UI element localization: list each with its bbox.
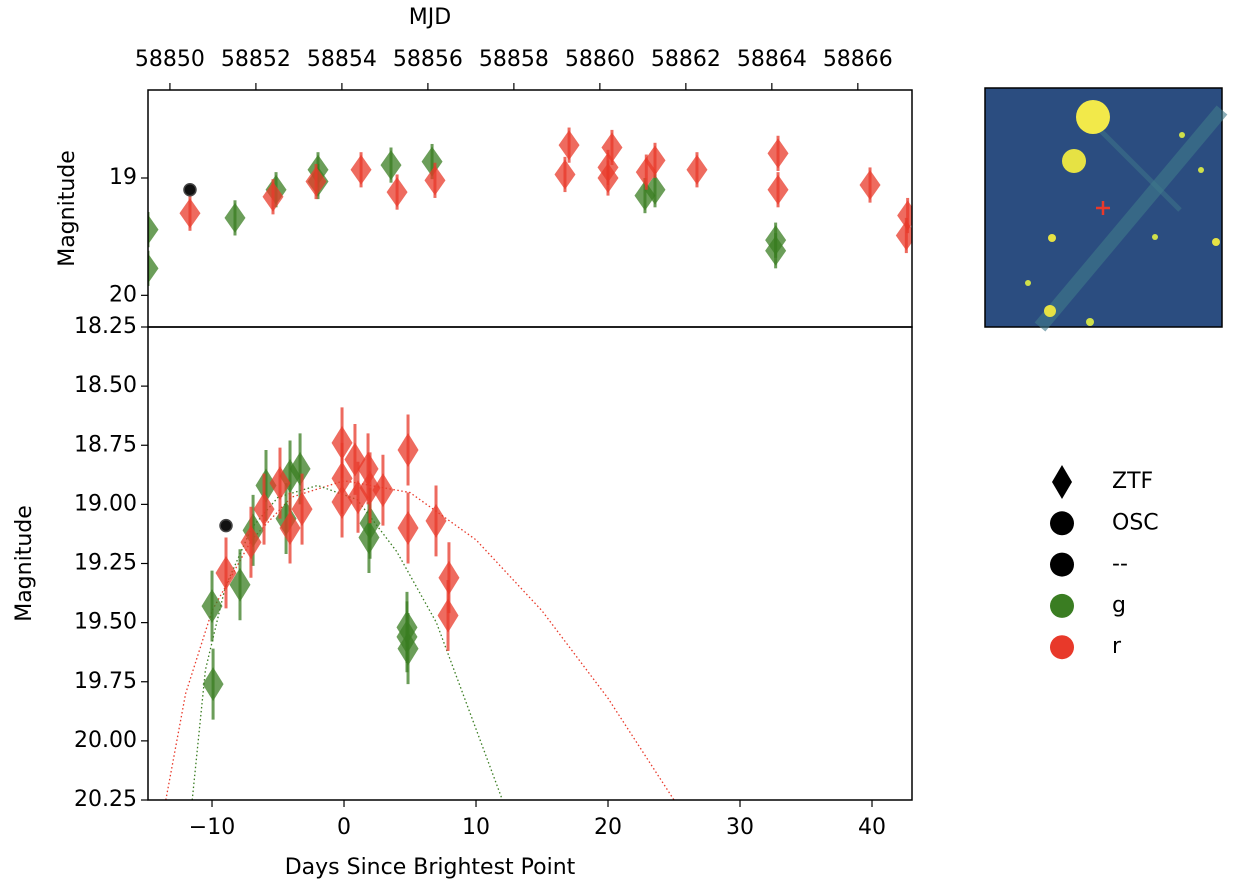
x2-tick-label: 58866 — [823, 47, 893, 72]
data-point — [644, 174, 666, 205]
legend-marker — [1050, 593, 1074, 618]
y-tick-label: 19.50 — [74, 610, 137, 635]
data-point — [224, 202, 246, 233]
axes-frame — [147, 89, 913, 328]
data-point — [183, 182, 197, 197]
x2-tick-label: 58854 — [307, 47, 377, 72]
x2-axis-title: MJD — [409, 5, 451, 30]
y-tick-label: 18.25 — [74, 314, 137, 339]
data-point — [202, 667, 224, 702]
y-tick-label: 18.75 — [74, 432, 137, 457]
data-point — [765, 235, 787, 266]
data-point — [396, 619, 418, 654]
data-point — [215, 555, 237, 590]
data-point — [331, 485, 353, 520]
fit-curve — [191, 484, 504, 800]
data-point — [359, 470, 381, 505]
data-point — [895, 220, 912, 251]
x2-tick-label: 58862 — [651, 47, 721, 72]
data-point — [437, 598, 459, 633]
y-axis-title: Magnitude — [12, 505, 37, 622]
y-tick-label: 19 — [109, 165, 137, 190]
data-point — [269, 466, 291, 501]
plot-area — [165, 407, 675, 800]
data-point — [253, 492, 275, 527]
legend-label: r — [1112, 634, 1122, 659]
x-axis-title: Days Since Brightest Point — [285, 855, 576, 880]
data-point — [597, 162, 619, 193]
data-point — [305, 166, 327, 197]
data-point — [397, 432, 419, 467]
legend-label: g — [1112, 593, 1126, 618]
legend-label: -- — [1112, 552, 1128, 577]
y-tick-label: 20.25 — [74, 787, 137, 812]
x-tick-label: 10 — [462, 815, 490, 840]
data-point — [179, 198, 201, 229]
data-point — [644, 145, 666, 176]
y-tick-label: 19.75 — [74, 669, 137, 694]
data-point — [386, 177, 408, 208]
data-point — [148, 214, 159, 245]
data-point — [380, 150, 402, 181]
data-point — [201, 589, 223, 624]
y-axis-title: Magnitude — [55, 150, 80, 267]
data-point — [148, 253, 159, 284]
data-point — [767, 138, 789, 169]
x2-tick-label: 58860 — [565, 47, 635, 72]
y-tick-label: 18.50 — [74, 373, 137, 398]
data-point — [240, 525, 262, 560]
x2-tick-label: 58864 — [737, 47, 807, 72]
data-point — [291, 492, 313, 527]
x2-tick-label: 58850 — [135, 47, 205, 72]
y-tick-label: 19.00 — [74, 491, 137, 516]
x-tick-label: 30 — [726, 815, 754, 840]
data-point — [350, 154, 372, 185]
data-point — [438, 560, 460, 595]
data-point — [229, 567, 251, 602]
data-point — [372, 473, 394, 508]
data-point — [897, 200, 912, 231]
y-tick-label: 20.00 — [74, 728, 137, 753]
data-point — [601, 132, 623, 163]
data-point — [859, 170, 881, 201]
data-point — [424, 165, 446, 196]
data-point — [219, 518, 233, 533]
x-tick-label: 0 — [337, 815, 351, 840]
plot-area — [148, 127, 912, 286]
legend-label: ZTF — [1112, 469, 1153, 494]
x-tick-label: −10 — [189, 815, 235, 840]
legend-marker — [1050, 552, 1074, 577]
data-point — [554, 159, 576, 190]
axes-frame — [147, 326, 913, 801]
y-tick-label: 19.25 — [74, 551, 137, 576]
legend-marker — [1052, 465, 1072, 499]
data-point — [558, 130, 580, 161]
data-point — [425, 503, 447, 538]
x-tick-label: 40 — [858, 815, 886, 840]
cutout-image — [984, 87, 1228, 332]
x2-tick-label: 58852 — [221, 47, 291, 72]
x2-tick-label: 58858 — [479, 47, 549, 72]
y-tick-label: 20 — [109, 282, 137, 307]
data-point — [262, 181, 284, 212]
legend-label: OSC — [1112, 510, 1159, 535]
data-point — [289, 451, 311, 486]
data-point — [686, 154, 708, 185]
fit-curve — [165, 480, 675, 800]
data-point — [397, 511, 419, 546]
data-point — [255, 468, 277, 503]
x-tick-label: 20 — [594, 815, 622, 840]
data-point — [767, 174, 789, 205]
data-point — [279, 511, 301, 546]
legend-marker — [1050, 511, 1074, 536]
x2-tick-label: 58856 — [393, 47, 463, 72]
legend-marker — [1050, 635, 1074, 660]
